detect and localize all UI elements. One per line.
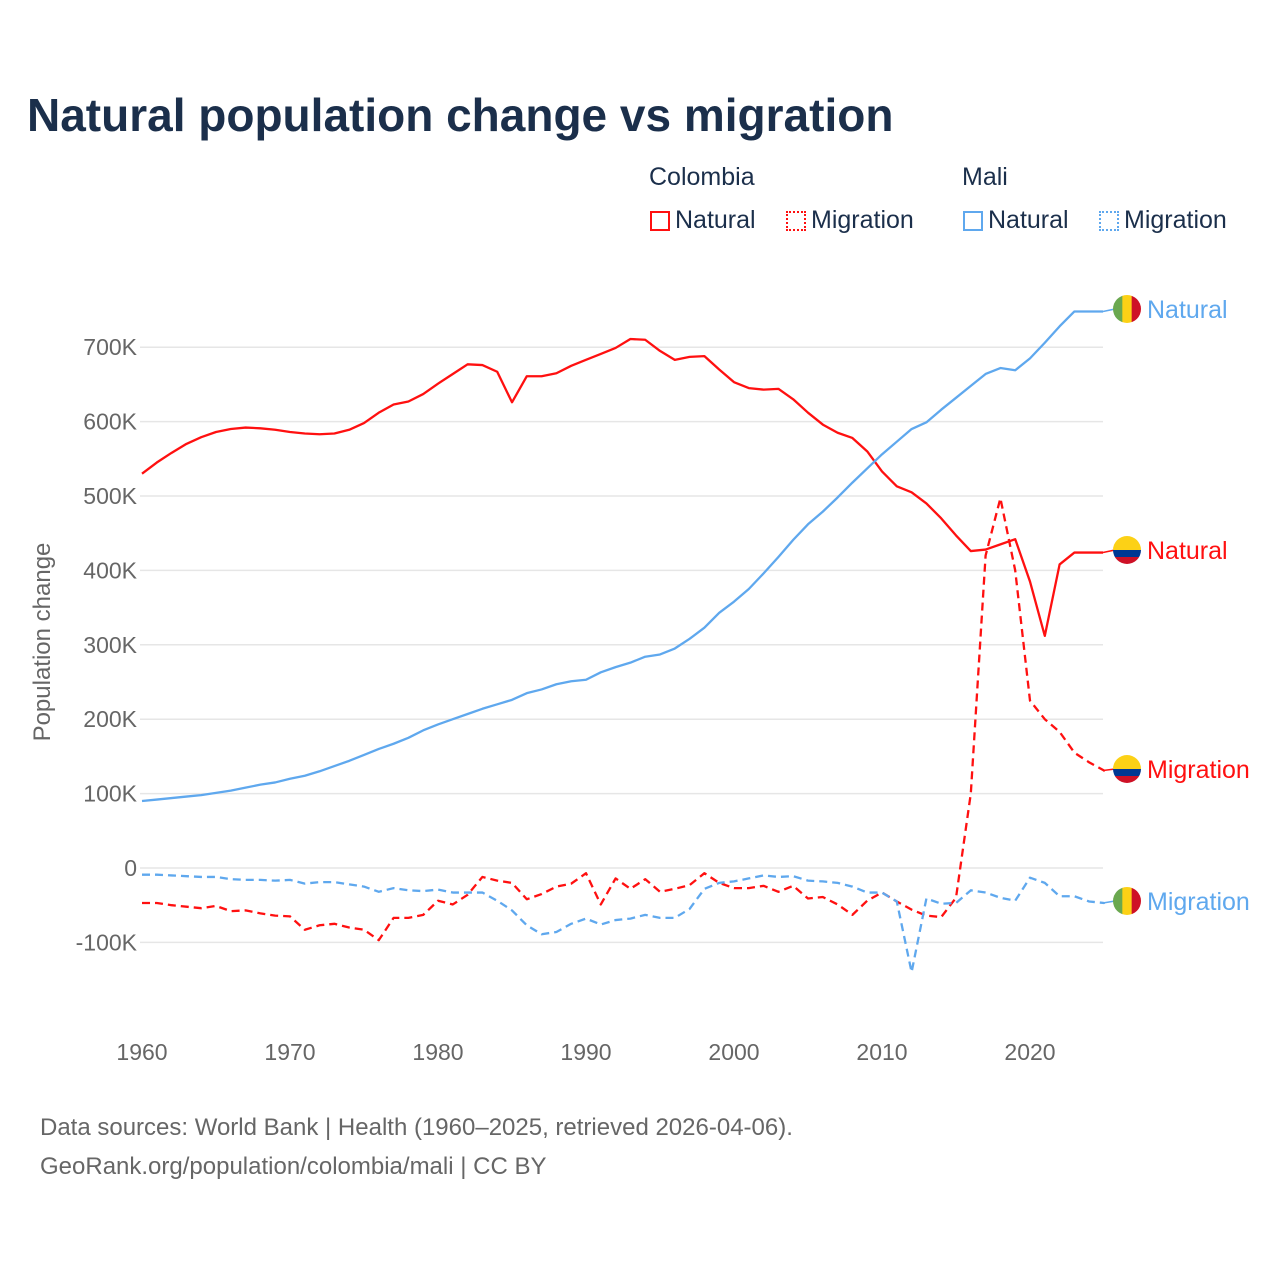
end-label-colombia-natural: Natural: [1147, 537, 1228, 565]
flag-colombia-icon: [1113, 755, 1141, 783]
label-connector: [1102, 900, 1116, 904]
flag-stripe: [1122, 887, 1133, 915]
flag-mali-icon: [1113, 295, 1141, 323]
source-line-1: Data sources: World Bank | Health (1960–…: [40, 1114, 793, 1141]
y-tick-label: -100K: [76, 929, 138, 955]
flag-stripe: [1113, 557, 1141, 564]
flag-stripe: [1113, 295, 1123, 323]
x-tick-label: 1960: [116, 1039, 167, 1065]
x-tick-label: 1970: [264, 1039, 315, 1065]
legend-swatch-dotted-icon: [1099, 210, 1119, 231]
y-axis-label: Population change: [29, 543, 56, 742]
legend-colombia-natural[interactable]: Natural: [650, 206, 756, 235]
y-tick-label: 600K: [83, 409, 137, 435]
y-tick-label: 500K: [83, 483, 137, 509]
y-tick-label: 300K: [83, 632, 137, 658]
legend-mali-natural[interactable]: Natural: [963, 206, 1069, 235]
y-tick-label: 200K: [83, 706, 137, 732]
series-line-mali-natural: [141, 310, 1103, 803]
flag-stripe: [1113, 550, 1141, 557]
label-connector: [1102, 549, 1116, 554]
source-note: Data sources: World Bank | Health (1960–…: [40, 1108, 793, 1186]
legend-label: Migration: [1124, 206, 1227, 234]
series-line-colombia-natural: [141, 337, 1103, 638]
legend-swatch-dotted-icon: [786, 210, 806, 231]
label-connector: [1102, 768, 1116, 772]
legend-swatch-solid-icon: [963, 210, 983, 231]
y-tick-label: 100K: [83, 781, 137, 807]
end-label-colombia-migration: Migration: [1147, 756, 1250, 784]
series-line-mali-migration: [142, 873, 1106, 974]
x-tick-label: 2010: [856, 1039, 907, 1065]
legend-mali-migration[interactable]: Migration: [1099, 206, 1227, 235]
legend-label: Natural: [675, 206, 756, 234]
x-tick-label: 2020: [1004, 1039, 1055, 1065]
y-tick-label: 700K: [83, 334, 137, 360]
y-tick-label: 0: [124, 855, 137, 881]
series-line-colombia-migration: [142, 497, 1106, 942]
flag-stripe: [1122, 295, 1133, 323]
legend-group-colombia: Colombia: [649, 163, 755, 191]
flag-stripe: [1113, 887, 1123, 915]
x-tick-label: 1990: [560, 1039, 611, 1065]
legend-swatch-solid-icon: [650, 210, 670, 231]
legend-label: Natural: [988, 206, 1069, 234]
end-label-mali-migration: Migration: [1147, 888, 1250, 916]
legend-label: Migration: [811, 206, 914, 234]
flag-stripe: [1113, 769, 1141, 776]
end-label-mali-natural: Natural: [1147, 296, 1228, 324]
flag-stripe: [1113, 755, 1141, 769]
x-tick-label: 2000: [708, 1039, 759, 1065]
legend-colombia-migration[interactable]: Migration: [786, 206, 914, 235]
label-connector: [1102, 308, 1116, 313]
x-tick-label: 1980: [412, 1039, 463, 1065]
flag-stripe: [1131, 295, 1141, 323]
source-line-2[interactable]: GeoRank.org/population/colombia/mali | C…: [40, 1153, 547, 1180]
flag-stripe: [1113, 776, 1141, 783]
flag-stripe: [1131, 887, 1141, 915]
y-tick-label: 400K: [83, 557, 137, 583]
flag-stripe: [1113, 536, 1141, 550]
legend-group-mali: Mali: [962, 163, 1008, 191]
chart-title: Natural population change vs migration: [27, 89, 894, 141]
flag-colombia-icon: [1113, 536, 1141, 564]
flag-mali-icon: [1113, 887, 1141, 915]
